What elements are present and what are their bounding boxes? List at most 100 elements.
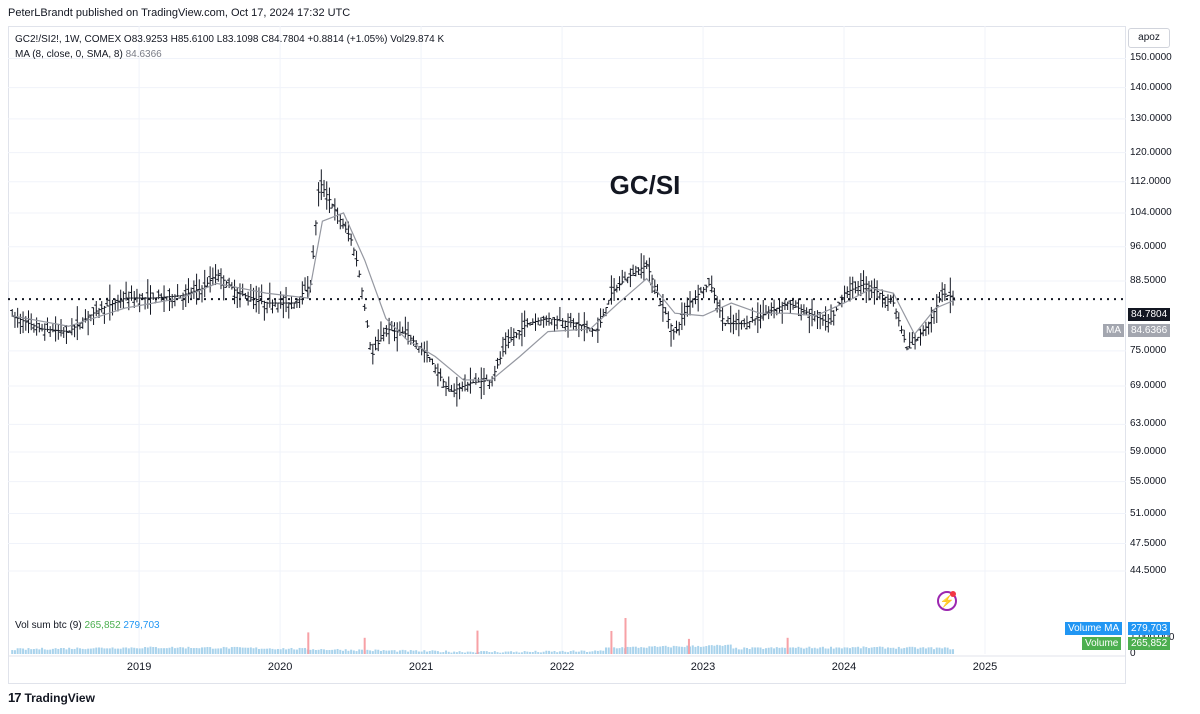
volume-bars — [11, 618, 955, 654]
volume-bar — [591, 651, 594, 654]
volume-bar — [466, 651, 469, 654]
volume-bar — [179, 647, 182, 654]
volume-bar — [198, 648, 201, 654]
volume-bar — [873, 647, 876, 654]
volume-bar — [106, 648, 109, 654]
volume-bar — [745, 647, 748, 654]
volume-bar — [219, 648, 222, 654]
volume-bar — [626, 646, 629, 654]
volume-bar — [116, 648, 119, 654]
volume-bar — [653, 646, 656, 654]
volume-bar — [209, 647, 212, 654]
volume-bar — [92, 648, 95, 654]
volume-bar — [764, 648, 767, 654]
volume-bar — [190, 647, 193, 654]
volume-bar — [236, 646, 239, 654]
volume-bar — [697, 645, 700, 654]
volume-bar — [450, 652, 453, 654]
volume-bar — [534, 650, 537, 654]
price-axis[interactable]: 150.0000 140.0000 130.0000 120.0000 112.0000… — [1128, 0, 1200, 714]
volume-bar — [360, 649, 363, 654]
volume-bar — [24, 649, 27, 654]
volume-bar — [504, 651, 507, 654]
volume-bar — [694, 646, 697, 654]
volume-bar — [276, 648, 279, 654]
volume-bar — [447, 651, 450, 654]
price-chart[interactable]: 2019 2020 2021 2022 2023 2024 2025 — [8, 26, 1126, 684]
volume-bar — [762, 648, 765, 654]
price-tick-label: 55.0000 — [1130, 475, 1167, 487]
volume-bar — [54, 648, 57, 654]
volume-bar — [922, 647, 925, 654]
volume-bar — [184, 648, 187, 654]
volume-bar — [203, 647, 206, 654]
volume-bar — [702, 646, 705, 654]
volume-bar — [431, 650, 434, 654]
volume-bar — [46, 649, 49, 654]
volume-bar — [249, 647, 252, 654]
volume-bar — [295, 649, 298, 654]
volume-bar — [390, 650, 393, 654]
volume-axis-zero-label: 0 — [1130, 648, 1136, 659]
volume-bar — [927, 647, 930, 654]
volume-bar — [767, 647, 770, 654]
publisher-line: PeterLBrandt published on TradingView.co… — [8, 7, 351, 19]
volume-bar — [805, 647, 808, 654]
grid — [8, 26, 1126, 654]
volume-bar — [274, 649, 277, 654]
price-tick-label: 150.0000 — [1130, 52, 1172, 64]
volume-bar — [895, 648, 898, 654]
footer-brand[interactable]: 17 TradingView — [8, 690, 95, 705]
ma-value-tag: 84.6366 — [1128, 324, 1171, 337]
price-tick-label: 69.0000 — [1130, 380, 1167, 391]
volume-bar — [87, 648, 90, 654]
volume-bar — [333, 649, 336, 654]
volume-bar — [355, 651, 358, 654]
volume-bar — [754, 647, 757, 654]
symbol-legend[interactable]: GC2!/SI2!, 1W, COMEX O83.9253 H85.6100 L… — [15, 34, 445, 45]
volume-bar — [171, 646, 174, 654]
ma-legend-value: 84.6366 — [125, 49, 162, 60]
volume-bar — [561, 650, 564, 654]
volume-bar — [325, 650, 328, 654]
volume-bar-spike — [786, 637, 789, 654]
volume-bar — [491, 652, 494, 654]
volume-bar — [314, 650, 317, 654]
volume-bar — [520, 652, 523, 654]
volume-bar — [469, 651, 472, 654]
volume-bar — [412, 650, 415, 654]
volume-bar — [434, 650, 437, 654]
volume-bar — [271, 648, 274, 654]
volume-bar — [908, 646, 911, 654]
ma-legend[interactable]: MA (8, close, 0, SMA, 8) 84.6366 — [15, 47, 444, 62]
scale-mode-button[interactable]: apoz — [1128, 28, 1170, 48]
volume-bar — [542, 651, 545, 654]
volume-bar — [428, 650, 431, 654]
volume-bar — [244, 647, 247, 654]
volume-legend[interactable]: Vol sum btc (9) 265,852 279,703 — [15, 620, 160, 631]
volume-bar — [729, 644, 732, 654]
volume-bar — [488, 652, 491, 654]
volume-bar — [43, 649, 46, 654]
volume-bar — [442, 652, 445, 654]
volume-bar — [550, 651, 553, 654]
volume-bar — [404, 650, 407, 654]
volume-bar — [642, 647, 645, 654]
volume-bar — [163, 648, 166, 654]
volume-bar — [897, 646, 900, 654]
volume-bar — [618, 648, 621, 654]
volume-bar — [759, 647, 762, 654]
price-tick-label: 112.0000 — [1130, 175, 1171, 187]
volume-bar — [187, 646, 190, 654]
volume-bar — [30, 649, 33, 654]
price-tick-label: 75.0000 — [1130, 344, 1167, 356]
volume-bar — [789, 647, 792, 654]
volume-bar — [840, 648, 843, 654]
volume-bar — [586, 652, 589, 654]
volume-tag-value: 265,852 — [1131, 638, 1168, 649]
volume-bar — [941, 648, 944, 654]
last-price-tag: 84.7804 — [1128, 308, 1171, 321]
lightning-icon[interactable]: ⚡ — [937, 591, 957, 611]
notification-dot — [950, 591, 956, 597]
volume-bar — [233, 646, 236, 654]
